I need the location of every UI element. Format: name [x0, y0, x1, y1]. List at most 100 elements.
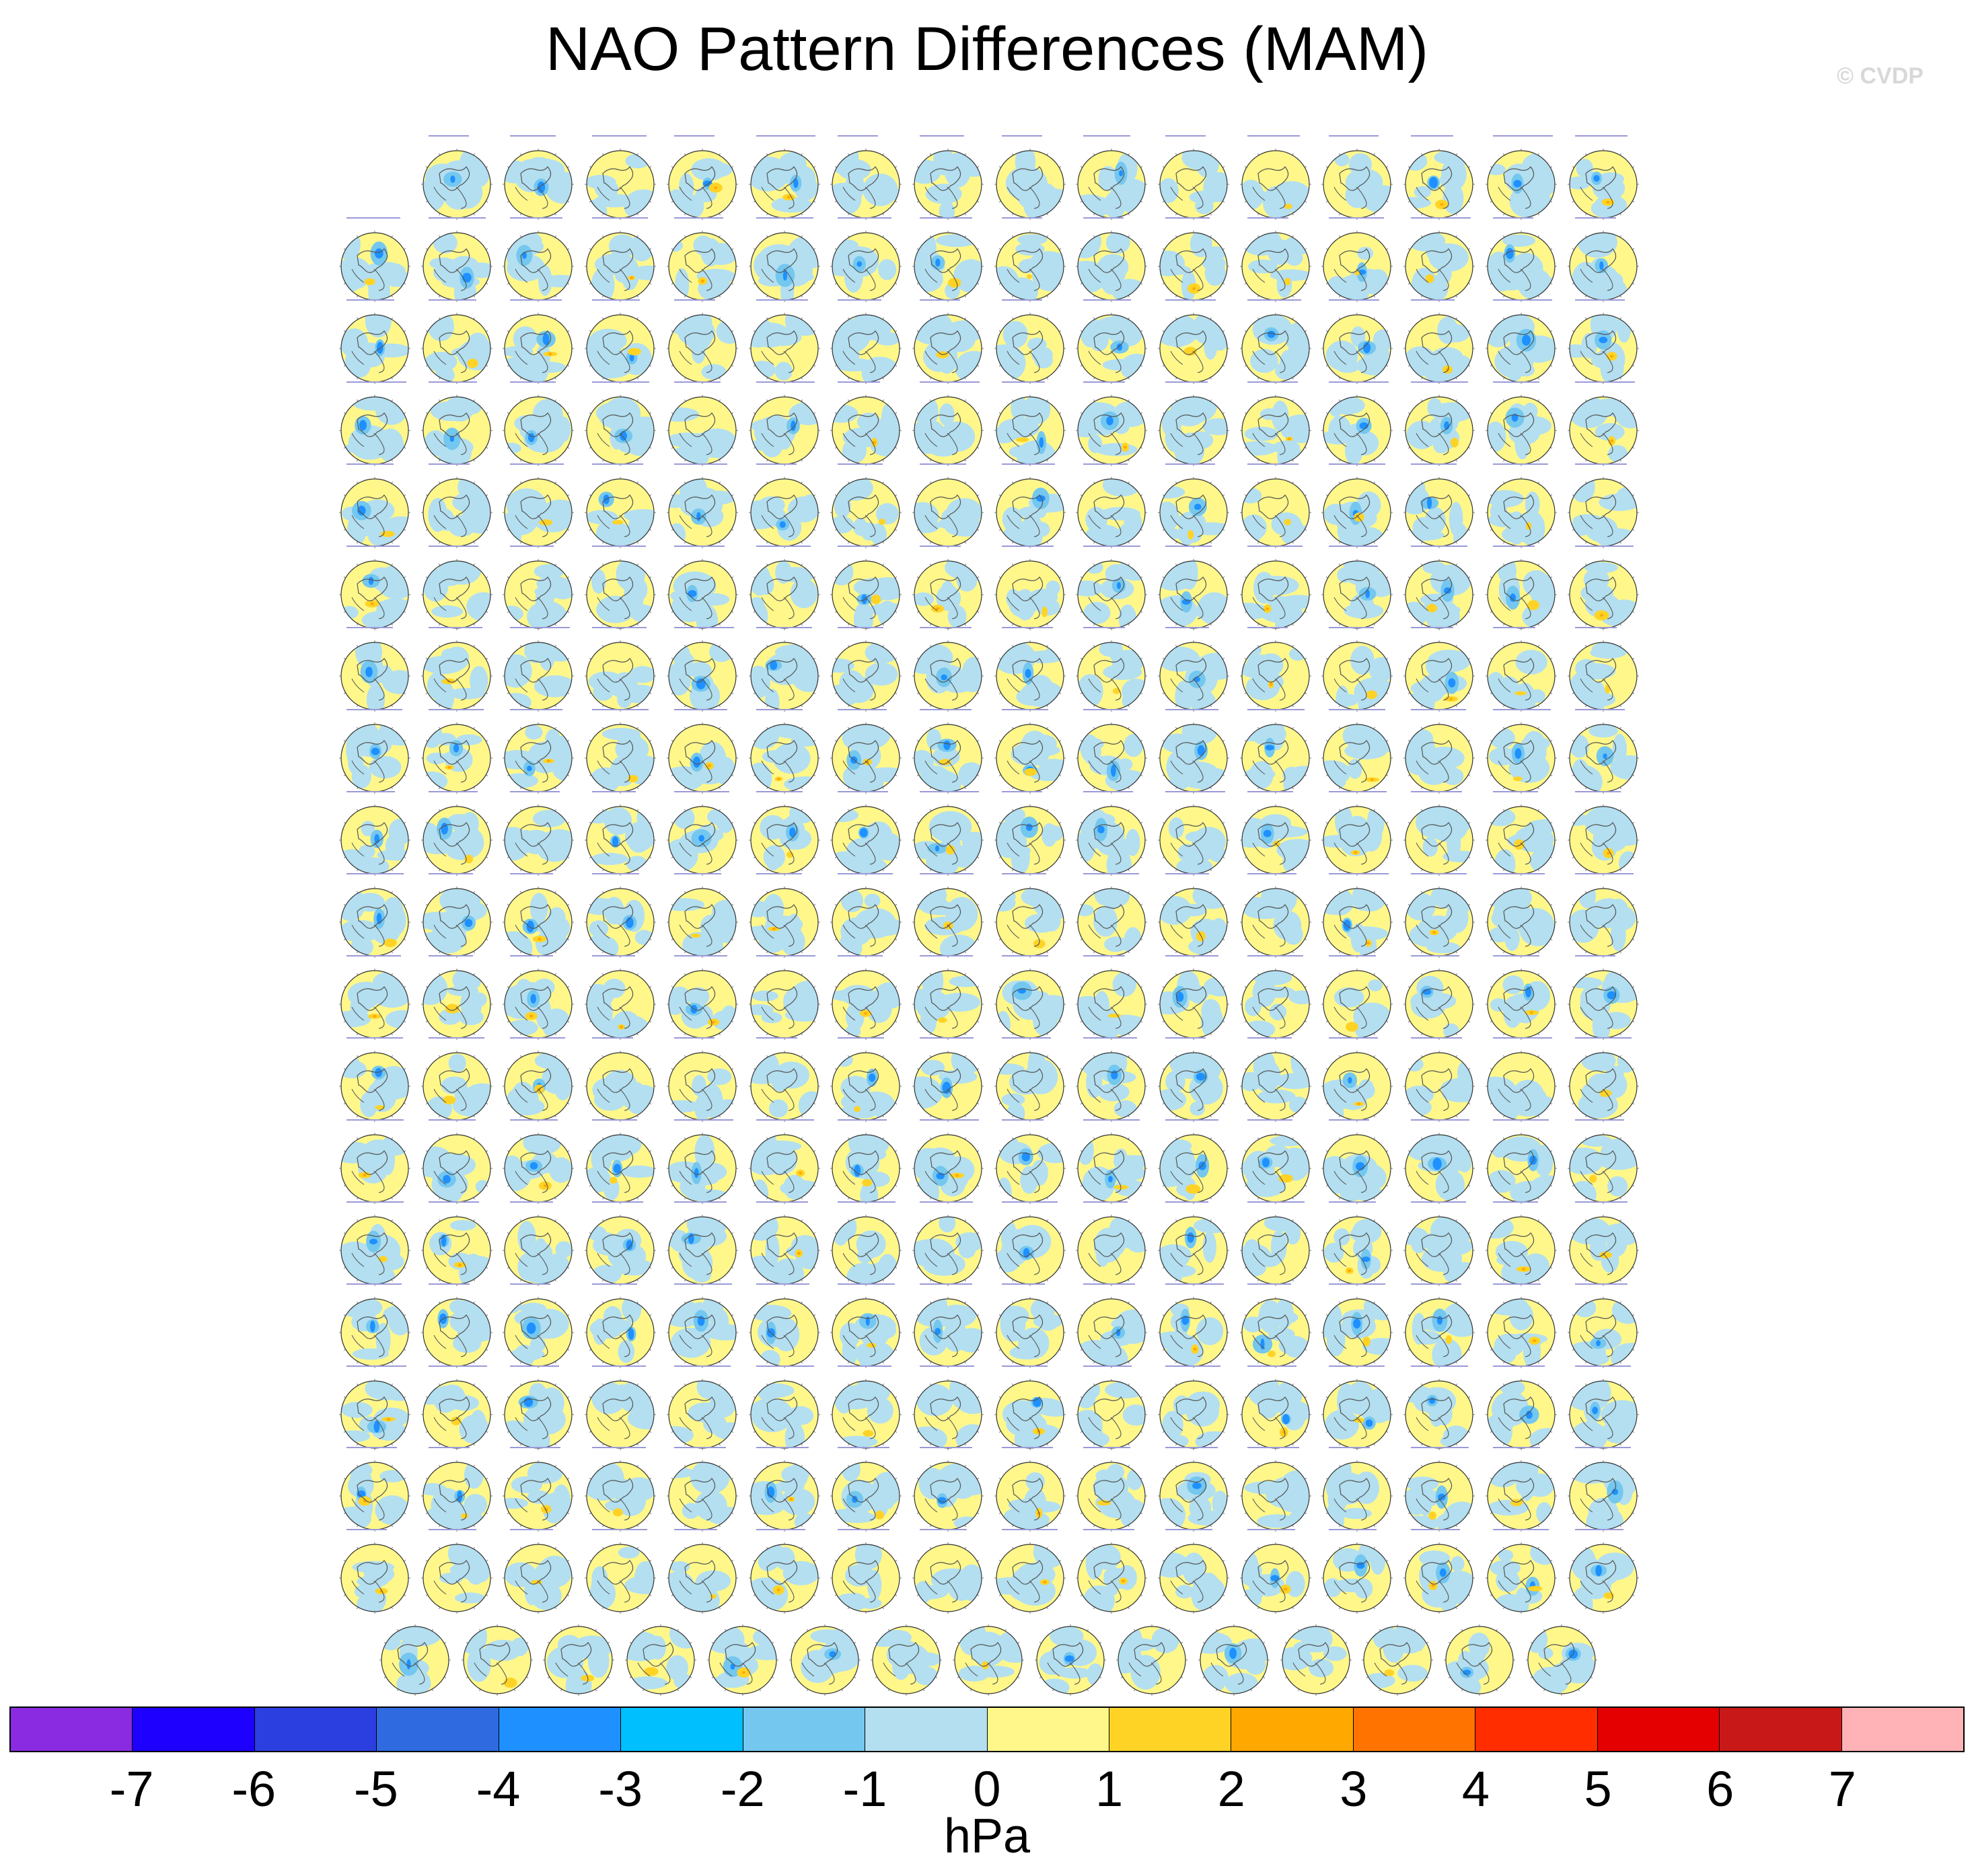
- panel-title: [1150, 297, 1237, 303]
- panel-title: [1314, 297, 1400, 303]
- panel-title: [1396, 789, 1482, 794]
- nao-map-panel: [1319, 299, 1395, 386]
- panel-title: [1478, 215, 1564, 221]
- nao-map-panel: [1319, 709, 1395, 796]
- panel-title: [1150, 1363, 1237, 1369]
- panel-title: [823, 1363, 909, 1369]
- panel-title: [823, 1527, 909, 1532]
- panel-title: [332, 707, 418, 712]
- nao-map-panel: [1238, 135, 1313, 222]
- panel-title: [1560, 1035, 1646, 1041]
- nao-map-panel: [828, 545, 904, 632]
- nao-map-panel: [869, 1622, 944, 1698]
- panel-title: [659, 1527, 745, 1532]
- panel-title: [332, 1281, 418, 1287]
- panel-title: [495, 707, 581, 712]
- colorbar-box: [377, 1708, 499, 1751]
- panel-title: [1478, 625, 1564, 630]
- nao-map-panel: [583, 217, 658, 304]
- nao-map-panel: [828, 1365, 904, 1452]
- panel-title: [1314, 215, 1400, 221]
- panel-title: [1560, 297, 1646, 303]
- panel-title: [1068, 1035, 1155, 1041]
- colorbar-box: [621, 1708, 743, 1751]
- nao-map-panel: [419, 217, 495, 304]
- panel-title: [659, 789, 745, 794]
- panel-title: [577, 133, 663, 139]
- nao-map-panel: [501, 299, 576, 386]
- nao-map-panel: [1401, 1283, 1477, 1370]
- panel-title: [987, 1281, 1073, 1287]
- nao-map-panel: [1074, 955, 1149, 1042]
- nao-map-panel: [1238, 1119, 1313, 1206]
- nao-map-panel: [747, 1201, 822, 1288]
- nao-map-panel: [665, 1037, 740, 1124]
- nao-map-panel: [828, 299, 904, 386]
- nao-map-panel: [1484, 217, 1559, 304]
- panel-title: [1478, 1527, 1564, 1532]
- nao-map-panel: [747, 217, 822, 304]
- panel-title: [577, 1363, 663, 1369]
- nao-map-panel: [501, 1037, 576, 1124]
- nao-map-panel: [501, 1447, 576, 1534]
- panel-title: [1233, 379, 1319, 385]
- nao-map-panel: [1156, 1119, 1231, 1206]
- nao-map-panel: [337, 299, 412, 386]
- panel-title: [1150, 707, 1237, 712]
- nao-map-panel: [705, 1622, 780, 1698]
- colorbar: [9, 1706, 1965, 1752]
- panel-title: [1560, 215, 1646, 221]
- panel-title: [1068, 789, 1155, 794]
- panel-title: [1150, 1527, 1237, 1532]
- panel-title: [577, 789, 663, 794]
- nao-map-panel: [910, 955, 986, 1042]
- panel-title: [905, 625, 991, 630]
- panel-title: [741, 625, 828, 630]
- panel-title: [659, 1117, 745, 1123]
- nao-map-panel: [337, 1447, 412, 1534]
- panel-title: [577, 1035, 663, 1041]
- nao-map-panel: [665, 463, 740, 550]
- panel-title: [1068, 1445, 1155, 1450]
- nao-map-panel: [419, 1447, 495, 1534]
- panel-title: [987, 133, 1073, 139]
- panel-title: [1478, 461, 1564, 467]
- nao-map-panel: [828, 627, 904, 714]
- nao-map-panel: [1484, 627, 1559, 714]
- colorbar-box: [987, 1708, 1109, 1751]
- nao-map-panel: [1238, 955, 1313, 1042]
- colorbar-tick-label: -3: [598, 1761, 643, 1817]
- panel-title: [741, 871, 828, 876]
- panel-title: [577, 297, 663, 303]
- panel-title: [495, 379, 581, 385]
- panel-title: [823, 1199, 909, 1205]
- panel-title: [332, 1199, 418, 1205]
- colorbar-tick-label: -1: [842, 1761, 887, 1817]
- panel-title: [1233, 1199, 1319, 1205]
- panel-title: [332, 379, 418, 385]
- nao-map-panel: [910, 709, 986, 796]
- panel-title: [1314, 1199, 1400, 1205]
- nao-map-panel: [747, 791, 822, 878]
- nao-map-panel: [583, 381, 658, 468]
- panel-title: [1396, 297, 1482, 303]
- nao-map-panel: [828, 1529, 904, 1616]
- nao-map-panel: [460, 1622, 535, 1698]
- nao-map-panel: [1238, 217, 1313, 304]
- nao-map-panel: [1074, 1283, 1149, 1370]
- nao-map-panel: [419, 135, 495, 222]
- nao-map-panel: [992, 1037, 1068, 1124]
- nao-map-panel: [1566, 955, 1641, 1042]
- nao-map-panel: [337, 791, 412, 878]
- panel-title: [741, 461, 828, 467]
- panel-title: [1068, 297, 1155, 303]
- panel-title: [577, 707, 663, 712]
- panel-title: [1233, 1527, 1319, 1532]
- nao-map-panel: [1074, 1365, 1149, 1452]
- panel-title: [1314, 543, 1400, 549]
- panel-title: [741, 1363, 828, 1369]
- panel-title: [987, 543, 1073, 549]
- nao-map-panel: [419, 1037, 495, 1124]
- nao-map-panel: [747, 1365, 822, 1452]
- nao-map-panel: [1156, 135, 1231, 222]
